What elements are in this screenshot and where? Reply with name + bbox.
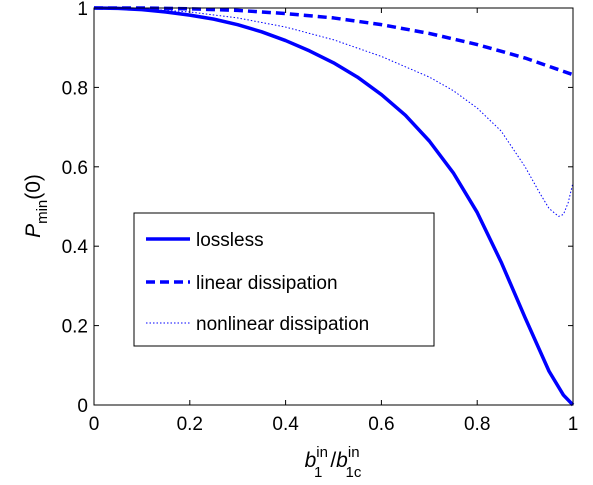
x-tick-label: 0.4 <box>272 414 299 435</box>
y-axis-label: Pmin(0) <box>22 174 51 238</box>
x-tick-label: 0.6 <box>368 414 394 435</box>
y-tick-label: 0.6 <box>62 158 88 179</box>
x-axis-label: bin 1/bin 1c <box>305 444 362 481</box>
y-tick-label: 0.4 <box>62 237 89 258</box>
x-axis-label-base2: b <box>336 449 348 472</box>
y-tick-labels: 0 0.2 0.4 0.6 0.8 1 <box>62 0 89 417</box>
axis-ticks <box>93 7 574 406</box>
series-line-nonlinear-dissipation <box>93 7 574 217</box>
legend-label-nonlinear: nonlinear dissipation <box>196 314 369 335</box>
y-axis-label-base: P <box>22 224 45 238</box>
legend-box <box>133 212 435 347</box>
legend-label-linear: linear dissipation <box>196 273 338 294</box>
x-axis-label-sub: 1 <box>314 464 322 481</box>
x-tick-label: 1 <box>568 414 579 435</box>
x-tick-label: 0 <box>89 414 100 435</box>
plot-frame <box>93 7 574 406</box>
y-tick-label: 0.8 <box>62 78 88 99</box>
x-axis-label-slash: / <box>330 449 336 472</box>
y-tick-label: 1 <box>77 0 88 20</box>
x-tick-label: 0.2 <box>177 414 203 435</box>
plot-lines <box>93 6 575 407</box>
y-tick-label: 0.2 <box>62 317 88 338</box>
x-tick-labels: 0 0.2 0.4 0.6 0.8 1 <box>89 414 579 435</box>
y-axis-label-suffix: (0) <box>22 174 45 200</box>
x-axis-label-sub2: 1c <box>346 464 362 481</box>
series-line-lossless <box>93 6 575 407</box>
legend: lossless linear dissipation nonlinear di… <box>133 212 435 347</box>
x-tick-label: 0.8 <box>464 414 490 435</box>
x-axis-label-base: b <box>305 449 317 472</box>
x-axis-label-sup2: in <box>348 444 360 461</box>
y-axis-label-sub: min <box>34 200 51 224</box>
y-tick-label: 0 <box>77 396 88 417</box>
series-line-linear-dissipation <box>94 6 574 77</box>
legend-label-lossless: lossless <box>196 230 264 251</box>
x-axis-label-sup: in <box>316 444 328 461</box>
svg-text:Pmin(0): Pmin(0) <box>22 174 51 238</box>
